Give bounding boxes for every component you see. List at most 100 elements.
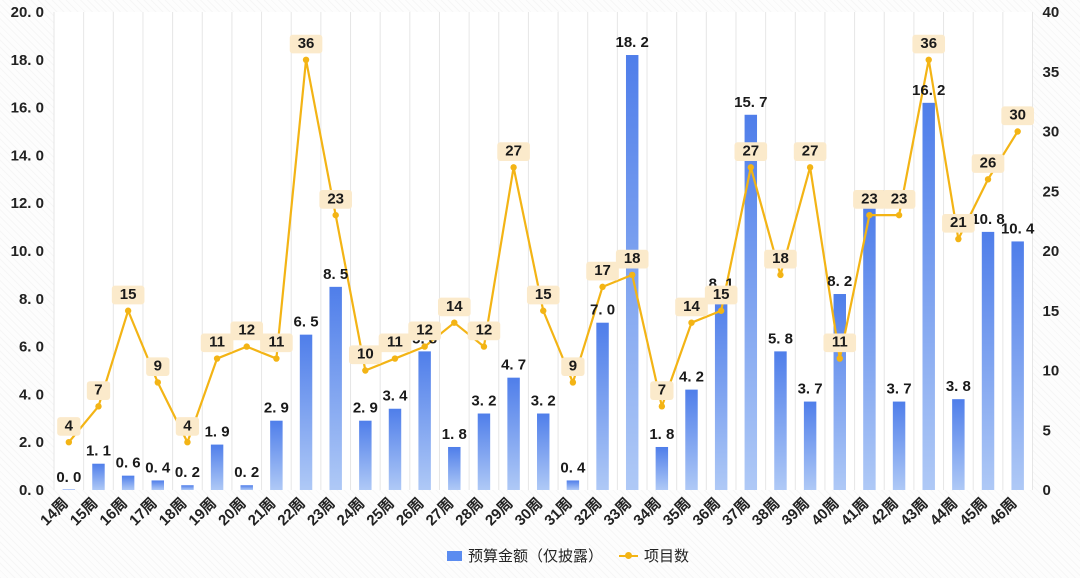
svg-text:15: 15	[535, 286, 552, 303]
svg-text:0. 4: 0. 4	[145, 459, 171, 476]
svg-text:26: 26	[980, 154, 997, 171]
svg-text:24周: 24周	[334, 495, 368, 529]
svg-text:12: 12	[476, 322, 493, 339]
svg-text:3. 7: 3. 7	[887, 381, 912, 398]
svg-text:43周: 43周	[897, 495, 931, 529]
svg-text:15: 15	[713, 286, 730, 303]
svg-text:15: 15	[120, 286, 137, 303]
svg-text:35: 35	[1043, 64, 1060, 81]
svg-text:27: 27	[742, 142, 759, 159]
svg-text:32周: 32周	[571, 495, 605, 529]
svg-text:3. 2: 3. 2	[531, 393, 556, 410]
svg-text:36: 36	[298, 35, 315, 52]
svg-text:25周: 25周	[363, 495, 397, 529]
svg-text:30: 30	[1043, 124, 1060, 141]
svg-text:6. 5: 6. 5	[294, 314, 319, 331]
svg-text:17周: 17周	[126, 495, 160, 529]
svg-text:0. 0: 0. 0	[56, 469, 81, 486]
svg-text:6. 0: 6. 0	[19, 339, 44, 356]
svg-text:2. 0: 2. 0	[19, 434, 44, 451]
svg-text:18. 0: 18. 0	[11, 52, 44, 69]
svg-text:35周: 35周	[660, 495, 694, 529]
svg-text:40: 40	[1043, 4, 1060, 21]
svg-text:36周: 36周	[690, 495, 724, 529]
svg-text:0. 2: 0. 2	[234, 464, 259, 481]
svg-text:0: 0	[1043, 482, 1051, 499]
svg-text:28周: 28周	[452, 495, 486, 529]
svg-text:10: 10	[1043, 363, 1060, 380]
svg-text:4. 2: 4. 2	[679, 369, 704, 386]
svg-text:2. 9: 2. 9	[264, 400, 289, 417]
svg-text:23: 23	[327, 190, 344, 207]
svg-text:18. 2: 18. 2	[616, 34, 649, 51]
svg-text:10: 10	[357, 346, 374, 363]
svg-text:33周: 33周	[601, 495, 635, 529]
svg-text:4. 0: 4. 0	[19, 386, 44, 403]
svg-text:27周: 27周	[423, 495, 457, 529]
svg-text:16周: 16周	[97, 495, 131, 529]
svg-text:14: 14	[683, 298, 700, 315]
svg-text:15. 7: 15. 7	[734, 94, 767, 111]
svg-text:14. 0: 14. 0	[11, 147, 44, 164]
svg-text:18: 18	[772, 250, 789, 267]
svg-text:12: 12	[238, 322, 255, 339]
svg-text:23周: 23周	[304, 495, 338, 529]
svg-text:27: 27	[802, 142, 819, 159]
svg-text:4: 4	[65, 417, 74, 434]
svg-text:22周: 22周	[274, 495, 308, 529]
svg-text:5: 5	[1043, 422, 1051, 439]
svg-text:3. 2: 3. 2	[471, 393, 496, 410]
svg-text:3. 8: 3. 8	[946, 378, 971, 395]
svg-text:11: 11	[268, 334, 284, 351]
svg-text:3. 7: 3. 7	[798, 381, 823, 398]
svg-text:21: 21	[950, 214, 967, 231]
svg-text:25: 25	[1043, 183, 1060, 200]
svg-text:7: 7	[658, 381, 666, 398]
svg-text:44周: 44周	[927, 495, 961, 529]
svg-text:36: 36	[920, 35, 937, 52]
svg-text:7: 7	[94, 381, 102, 398]
svg-text:23: 23	[891, 190, 908, 207]
svg-text:0. 6: 0. 6	[116, 455, 141, 472]
svg-text:46周: 46周	[986, 495, 1020, 529]
svg-text:26周: 26周	[393, 495, 427, 529]
svg-text:9: 9	[569, 358, 577, 375]
svg-text:39周: 39周	[779, 495, 813, 529]
svg-text:19周: 19周	[185, 495, 219, 529]
svg-text:12. 0: 12. 0	[11, 195, 44, 212]
svg-text:10. 4: 10. 4	[1001, 220, 1035, 237]
svg-text:18周: 18周	[156, 495, 190, 529]
svg-text:0. 4: 0. 4	[560, 459, 586, 476]
svg-text:20: 20	[1043, 243, 1060, 260]
svg-text:45周: 45周	[956, 495, 990, 529]
svg-text:15: 15	[1043, 303, 1060, 320]
svg-text:2. 9: 2. 9	[353, 400, 378, 417]
svg-text:16. 2: 16. 2	[912, 82, 945, 99]
svg-text:0. 2: 0. 2	[175, 464, 200, 481]
svg-text:8. 0: 8. 0	[19, 291, 44, 308]
svg-text:41周: 41周	[838, 495, 872, 529]
svg-text:38周: 38周	[749, 495, 783, 529]
svg-text:16. 0: 16. 0	[11, 100, 44, 117]
svg-text:1. 8: 1. 8	[649, 426, 674, 443]
svg-text:7. 0: 7. 0	[590, 302, 615, 319]
svg-text:1. 9: 1. 9	[205, 424, 230, 441]
svg-text:9: 9	[154, 358, 162, 375]
svg-text:34周: 34周	[630, 495, 664, 529]
svg-text:27: 27	[505, 142, 522, 159]
svg-text:11: 11	[387, 334, 403, 351]
svg-text:3. 4: 3. 4	[382, 388, 408, 405]
svg-text:5. 8: 5. 8	[768, 330, 793, 347]
svg-text:18: 18	[624, 250, 641, 267]
svg-text:15周: 15周	[67, 495, 101, 529]
svg-text:4. 7: 4. 7	[501, 357, 526, 374]
svg-text:11: 11	[209, 334, 225, 351]
svg-text:14: 14	[446, 298, 463, 315]
svg-text:12: 12	[416, 322, 433, 339]
svg-text:10. 8: 10. 8	[971, 211, 1004, 228]
svg-text:29周: 29周	[482, 495, 516, 529]
svg-text:42周: 42周	[867, 495, 901, 529]
svg-text:10. 0: 10. 0	[11, 243, 44, 260]
svg-text:0. 0: 0. 0	[19, 482, 44, 499]
svg-text:31周: 31周	[541, 495, 575, 529]
